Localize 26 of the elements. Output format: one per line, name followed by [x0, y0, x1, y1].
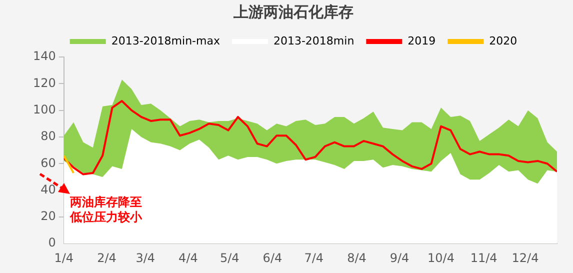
x-tick-label: 1/4: [54, 250, 74, 265]
chart-title: 上游两油石化库存: [232, 2, 354, 21]
legend-label: 2019: [408, 34, 436, 48]
legend-label: 2013-2018min-max: [111, 34, 220, 48]
annotation: 两油库存降至低位压力较小: [70, 195, 144, 225]
x-tick-label: 8/4: [347, 250, 366, 265]
legend-label: 2013-2018min: [273, 34, 354, 48]
y-tick-label: 140: [33, 49, 56, 64]
x-tick-label: 2/4: [97, 250, 116, 265]
x-tick-label: 6/4: [262, 250, 282, 265]
y-tick-label: 60: [40, 156, 56, 170]
x-tick-label: 4/4: [178, 250, 198, 265]
y-tick-label: 80: [40, 129, 56, 144]
y-tick-label: 20: [40, 209, 56, 224]
x-tick-label: 7/4: [304, 250, 324, 265]
legend-label: 2020: [489, 34, 518, 48]
x-tick-label: 11/4: [470, 250, 498, 265]
x-tick-label: 3/4: [136, 250, 156, 265]
x-tick-label: 10/4: [428, 250, 454, 265]
x-tick-label: 12/4: [512, 250, 539, 265]
y-tick-label: 120: [33, 76, 56, 90]
y-tick-label: 0: [48, 236, 56, 250]
x-tick-label: 5/4: [220, 250, 240, 265]
y-tick-label: 100: [33, 102, 56, 116]
y-tick-label: 40: [40, 182, 56, 196]
x-tick-label: 9/4: [390, 250, 410, 265]
